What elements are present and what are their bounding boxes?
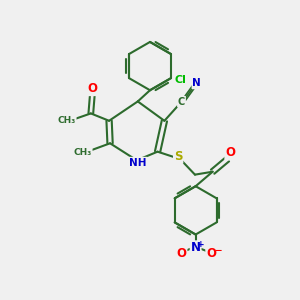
Text: −: − [214,246,222,255]
Text: O: O [87,82,97,95]
Text: N: N [192,78,201,88]
Text: NH: NH [130,158,147,168]
Text: Cl: Cl [174,75,186,85]
Text: CH₃: CH₃ [74,148,92,157]
Text: O: O [176,247,187,260]
Text: O: O [206,247,216,260]
Text: O: O [225,146,235,159]
Text: S: S [174,150,182,163]
Text: +: + [197,240,205,249]
Text: N: N [190,241,201,254]
Text: C: C [178,97,185,107]
Text: CH₃: CH₃ [58,116,76,125]
